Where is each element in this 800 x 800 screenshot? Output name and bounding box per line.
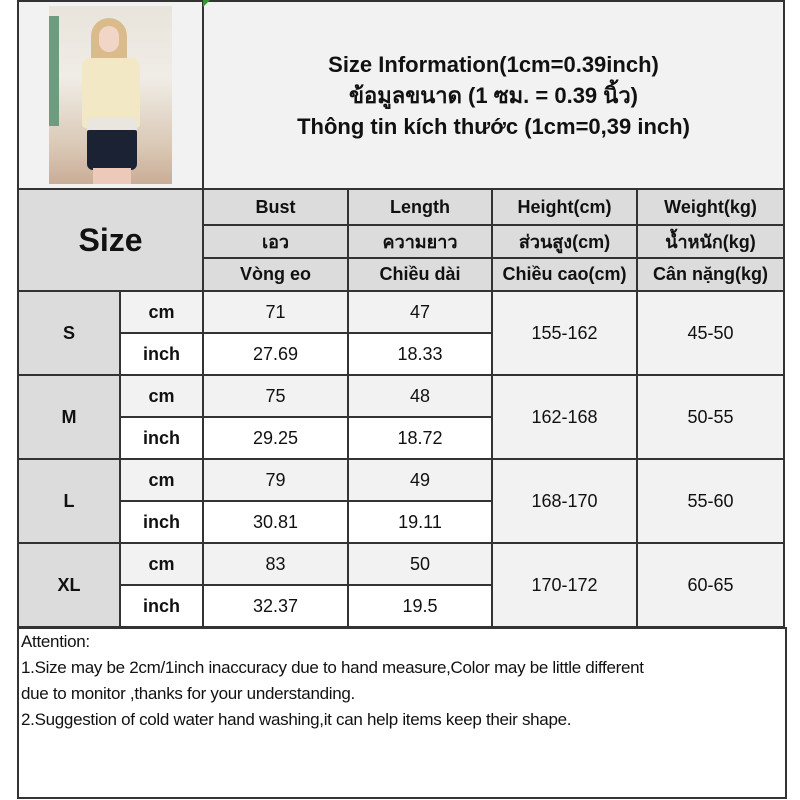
bust-inch: 29.25 <box>202 416 349 460</box>
header-weight-en: Weight(kg) <box>636 188 785 226</box>
unit-cm: cm <box>119 290 204 334</box>
header-height-th: ส่วนสูง(cm) <box>491 224 638 259</box>
notes-heading: Attention: <box>21 632 90 651</box>
header-bust-vi: Vòng eo <box>202 257 349 292</box>
height-range: 168-170 <box>491 458 638 544</box>
table-row: inch 30.81 19.11 <box>18 500 784 544</box>
height-range: 170-172 <box>491 542 638 628</box>
bust-inch: 27.69 <box>202 332 349 376</box>
header-length-th: ความยาว <box>347 224 493 259</box>
bust-cm: 71 <box>202 290 349 334</box>
size-chart-table: Size Information(1cm=0.39inch) ข้อมูลขนา… <box>17 0 785 628</box>
table-row: inch 27.69 18.33 <box>18 332 784 376</box>
length-cm: 50 <box>347 542 493 586</box>
weight-range: 50-55 <box>636 374 785 460</box>
note-2: 2.Suggestion of cold water hand washing,… <box>21 710 572 729</box>
unit-cm: cm <box>119 458 204 502</box>
table-row: M cm 75 48 162-168 50-55 <box>17 374 785 460</box>
title-english: Size Information(1cm=0.39inch) <box>328 51 659 77</box>
size-header: Size <box>17 188 204 292</box>
length-inch: 19.5 <box>347 584 493 628</box>
note-1b: due to monitor ,thanks for your understa… <box>21 684 355 703</box>
table-row: S cm 71 47 155-162 45-50 <box>17 290 785 376</box>
bust-inch: 32.37 <box>202 584 349 628</box>
unit-inch: inch <box>119 500 204 544</box>
unit-inch: inch <box>119 332 204 376</box>
size-label: L <box>17 458 121 544</box>
size-label: S <box>17 290 121 376</box>
weight-range: 55-60 <box>636 458 785 544</box>
weight-range: 60-65 <box>636 542 785 628</box>
size-label: XL <box>17 542 121 628</box>
chart-title: Size Information(1cm=0.39inch) ข้อมูลขนา… <box>202 0 785 190</box>
length-inch: 18.33 <box>347 332 493 376</box>
header-bust-th: เอว <box>202 224 349 259</box>
note-1a: 1.Size may be 2cm/1inch inaccuracy due t… <box>21 658 644 677</box>
weight-range: 45-50 <box>636 290 785 376</box>
unit-inch: inch <box>119 416 204 460</box>
title-vietnamese: Thông tin kích thước (1cm=0,39 inch) <box>297 113 690 139</box>
unit-cm: cm <box>119 542 204 586</box>
height-range: 162-168 <box>491 374 638 460</box>
table-row: inch 32.37 19.5 <box>18 584 784 628</box>
table-row: XL cm 83 50 170-172 60-65 <box>17 542 785 628</box>
product-photo-cell <box>17 0 204 190</box>
cell-comment-marker <box>203 0 210 7</box>
size-label: M <box>17 374 121 460</box>
header-height-vi: Chiều cao(cm) <box>491 257 638 292</box>
header-weight-vi: Cân nặng(kg) <box>636 257 785 292</box>
header-height-en: Height(cm) <box>491 188 638 226</box>
table-row: L cm 79 49 168-170 55-60 <box>17 458 785 544</box>
bust-inch: 30.81 <box>202 500 349 544</box>
attention-notes: Attention: 1.Size may be 2cm/1inch inacc… <box>17 627 787 799</box>
length-inch: 19.11 <box>347 500 493 544</box>
height-range: 155-162 <box>491 290 638 376</box>
bust-cm: 75 <box>202 374 349 418</box>
length-cm: 47 <box>347 290 493 334</box>
header-bust-en: Bust <box>202 188 349 226</box>
unit-inch: inch <box>119 584 204 628</box>
header-length-vi: Chiều dài <box>347 257 493 292</box>
bust-cm: 83 <box>202 542 349 586</box>
title-thai: ข้อมูลขนาด (1 ซม. = 0.39 นิ้ว) <box>348 82 638 108</box>
bust-cm: 79 <box>202 458 349 502</box>
unit-cm: cm <box>119 374 204 418</box>
header-weight-th: น้ำหนัก(kg) <box>636 224 785 259</box>
length-cm: 49 <box>347 458 493 502</box>
product-photo <box>49 6 172 184</box>
length-cm: 48 <box>347 374 493 418</box>
table-row: inch 29.25 18.72 <box>18 416 784 460</box>
length-inch: 18.72 <box>347 416 493 460</box>
header-length-en: Length <box>347 188 493 226</box>
